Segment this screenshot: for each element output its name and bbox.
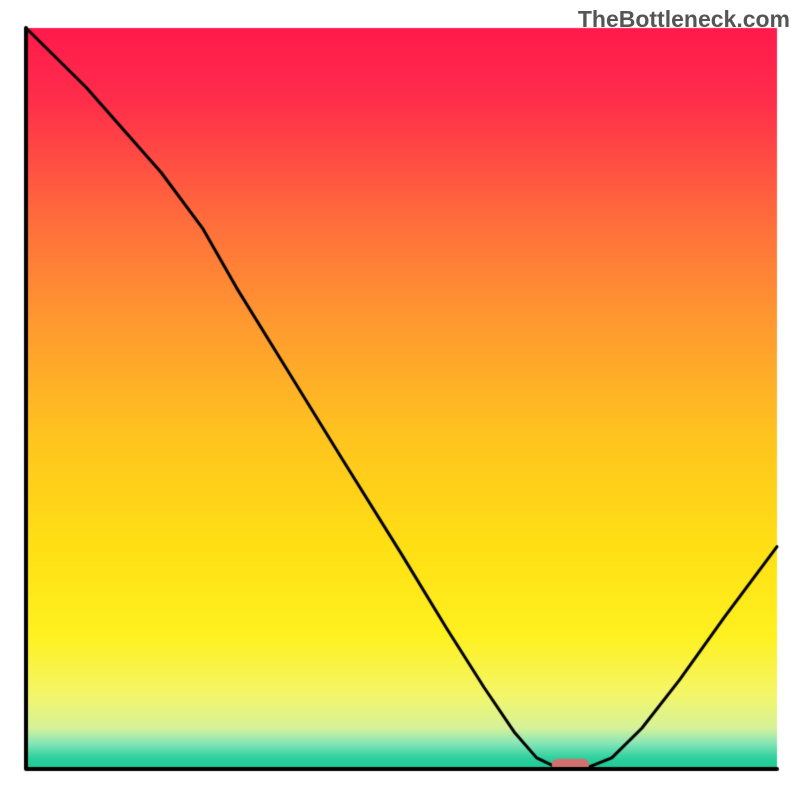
chart-container: TheBottleneck.com bbox=[0, 0, 800, 800]
watermark-text: TheBottleneck.com bbox=[578, 6, 790, 33]
bottleneck-chart bbox=[0, 0, 800, 800]
